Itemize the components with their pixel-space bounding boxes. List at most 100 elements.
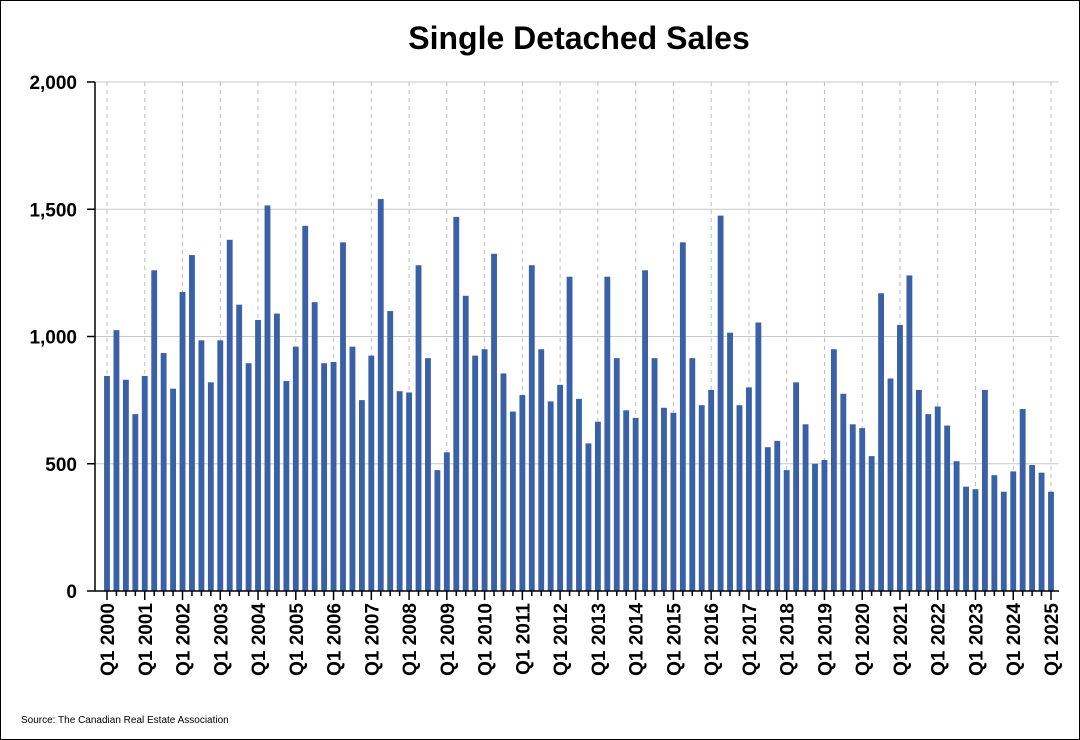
bar <box>273 313 280 591</box>
bar <box>915 389 922 591</box>
bar <box>453 216 460 591</box>
bar <box>812 463 818 591</box>
bars <box>104 199 1054 592</box>
bar <box>708 389 715 591</box>
bar <box>462 295 469 591</box>
bar <box>698 405 705 591</box>
bar <box>387 311 394 591</box>
x-tick-label: Q1 2001 <box>136 603 157 676</box>
bar <box>1038 472 1045 591</box>
x-tick-label: Q1 2022 <box>929 603 950 676</box>
bar <box>179 291 186 591</box>
bar <box>1048 491 1054 591</box>
bar <box>264 205 271 591</box>
y-tick-label: 2,000 <box>29 73 77 94</box>
y-tick-label: 1,500 <box>29 200 77 221</box>
bar <box>897 325 903 591</box>
bar <box>141 375 148 591</box>
x-tick-label: Q1 2005 <box>287 603 308 676</box>
bar <box>1019 409 1026 591</box>
bar <box>236 304 243 591</box>
bar <box>944 425 951 591</box>
bar <box>358 400 365 591</box>
bar <box>217 340 224 591</box>
x-tick-label: Q1 2003 <box>211 603 232 676</box>
bar <box>576 398 582 591</box>
bar <box>292 346 299 591</box>
bar <box>887 378 894 591</box>
bar <box>349 346 356 591</box>
bar <box>934 406 941 591</box>
bar <box>689 358 696 591</box>
bar <box>821 459 828 591</box>
bar <box>604 276 611 591</box>
x-tick-label: Q1 2006 <box>325 603 346 676</box>
bar <box>226 239 233 592</box>
bar <box>283 381 290 591</box>
bar <box>623 410 630 591</box>
bar <box>632 417 639 591</box>
x-tick-label: Q1 2016 <box>702 603 723 676</box>
y-tick-label: 1,000 <box>29 328 77 349</box>
bar <box>368 355 375 591</box>
x-tick-label: Q1 2019 <box>815 603 836 676</box>
bar <box>472 355 479 591</box>
x-tick-label: Q1 2015 <box>664 603 685 676</box>
bar <box>443 452 450 591</box>
bar <box>1000 491 1007 591</box>
x-tick-label: Q1 2002 <box>174 603 195 676</box>
bar <box>859 428 866 591</box>
bar <box>906 275 913 591</box>
bar <box>406 392 413 591</box>
chart-title: Single Detached Sales <box>408 20 749 56</box>
bar <box>434 470 441 591</box>
y-axis-ticks: 0 500 1,000 1,500 2,000 <box>29 73 95 603</box>
bar <box>151 270 158 591</box>
bar <box>207 382 214 591</box>
bar <box>198 340 205 591</box>
bar <box>717 215 724 592</box>
bar <box>396 391 403 591</box>
x-tick-label: Q1 2011 <box>513 603 534 675</box>
bar <box>481 349 488 591</box>
x-tick-label: Q1 2004 <box>249 603 270 676</box>
bar <box>557 384 564 591</box>
x-tick-label: Q1 2021 <box>891 603 912 676</box>
bar <box>868 456 875 591</box>
bar <box>774 440 781 591</box>
x-tick-label: Q1 2025 <box>1042 603 1063 676</box>
bar <box>255 319 261 591</box>
bar <box>500 373 507 591</box>
bar <box>840 393 847 591</box>
x-tick-label: Q1 2012 <box>551 603 572 676</box>
bar <box>340 242 346 591</box>
bar <box>509 411 516 591</box>
bar <box>981 389 988 591</box>
x-tick-label: Q1 2017 <box>740 603 761 676</box>
bar <box>538 349 545 591</box>
x-tick-label: Q1 2009 <box>438 603 459 676</box>
bar <box>849 424 856 591</box>
bar <box>160 353 167 591</box>
bar <box>727 332 733 591</box>
bar <box>566 276 573 591</box>
bar <box>755 322 762 591</box>
bar <box>491 253 497 591</box>
bar <box>802 424 809 591</box>
bar <box>594 421 601 591</box>
bar <box>953 461 960 591</box>
x-tick-label: Q1 2008 <box>400 603 421 676</box>
x-tick-label: Q1 2024 <box>1004 603 1025 676</box>
bar <box>745 387 752 591</box>
bar <box>425 358 431 591</box>
bar <box>878 293 885 591</box>
bar <box>170 388 177 591</box>
x-tick-label: Q1 2007 <box>362 603 383 676</box>
x-tick-label: Q1 2018 <box>778 603 799 676</box>
bar <box>793 382 800 591</box>
source-note: Source: The Canadian Real Estate Associa… <box>21 715 229 726</box>
x-tick-label: Q1 2014 <box>627 603 648 676</box>
bar <box>189 255 195 591</box>
